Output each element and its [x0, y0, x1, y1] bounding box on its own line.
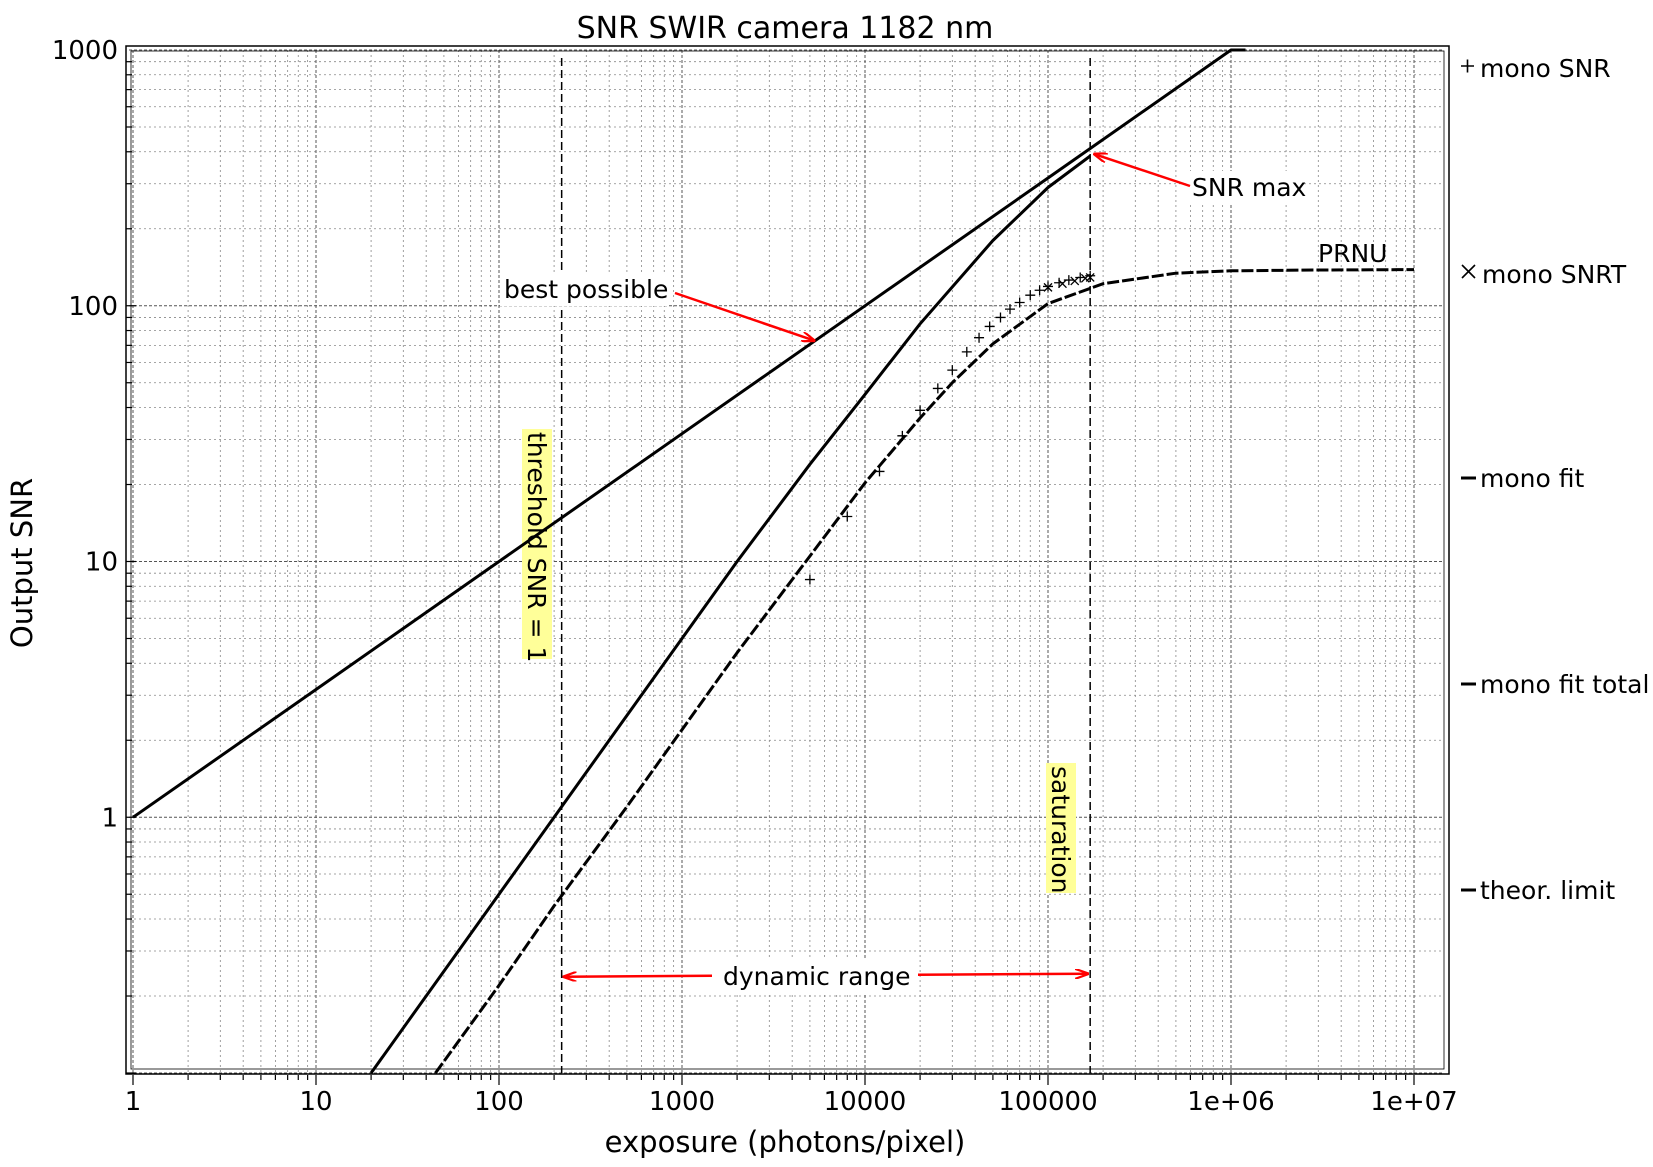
legend-item-mono-fit-total: mono fit total — [1461, 670, 1649, 699]
plus-marker — [961, 346, 972, 357]
plot-frame — [125, 45, 1450, 1075]
x-axis-title: exposure (photons/pixel) — [605, 1125, 966, 1159]
plus-marker — [1085, 270, 1096, 281]
x-tick-labels: 1 10 100 1000 10000 100000 1e+06 1e+07 — [125, 1087, 1458, 1117]
legend-item-mono-snrt: mono SNRT — [1461, 260, 1627, 289]
x-marker — [1058, 279, 1067, 289]
legend-label-mono-snr: mono SNR — [1480, 54, 1611, 83]
threshold-label: threshold SNR = 1 — [522, 432, 551, 662]
y-axis-title: Output SNR — [5, 478, 39, 648]
x-tick-label: 100000 — [998, 1087, 1097, 1117]
chart-title: SNR SWIR camera 1182 nm — [577, 11, 994, 46]
plot-frame-inner — [130, 50, 1445, 1070]
x-tick-label: 1000 — [649, 1087, 715, 1117]
dynamic-range-label: dynamic range — [723, 962, 911, 991]
snr-max-bg — [1188, 171, 1304, 205]
x-tick-label: 10000 — [824, 1087, 907, 1117]
x-tick-label: 10 — [299, 1087, 332, 1117]
y-tick-label: 1 — [101, 803, 118, 833]
x-tick-label: 1 — [125, 1087, 142, 1117]
plus-marker — [974, 332, 985, 343]
plus-marker — [1075, 272, 1086, 283]
axis-ticks — [126, 61, 1415, 1085]
threshold-label-highlight — [522, 429, 552, 659]
x-tick-label: 100 — [474, 1087, 524, 1117]
x-marker — [1043, 282, 1053, 292]
plus-marker — [1005, 304, 1016, 315]
series-lines — [132, 48, 1415, 1074]
best-possible-arrow — [674, 291, 815, 341]
plus-marker — [947, 365, 958, 376]
x-marker — [1070, 276, 1080, 286]
prnu-label: PRNU — [1318, 239, 1387, 268]
x-tick-label: 1e+07 — [1370, 1087, 1457, 1117]
plus-marker — [874, 466, 885, 477]
plus-marker-icon — [1461, 59, 1474, 73]
plus-marker — [984, 321, 995, 332]
legend-label-mono-fit-total: mono fit total — [1480, 670, 1649, 699]
legend-item-theor-limit: theor. limit — [1461, 876, 1615, 905]
legend-item-mono-fit: mono fit — [1461, 464, 1584, 493]
plus-marker — [1034, 285, 1045, 296]
legend: mono SNR mono SNRT mono fit mono fit tot… — [1461, 54, 1649, 905]
dynamic-range-bg — [718, 960, 913, 994]
series-line — [132, 48, 1246, 819]
best-possible-bg — [500, 272, 668, 306]
saturation-label: saturation — [1046, 766, 1075, 893]
y-tick-labels: 1000 100 10 1 — [52, 36, 118, 833]
plus-marker — [915, 405, 926, 416]
plus-marker — [995, 312, 1006, 323]
plus-marker — [842, 511, 853, 522]
plus-marker — [1014, 297, 1025, 308]
series-markers — [804, 270, 1096, 585]
best-possible-label: best possible — [504, 275, 668, 304]
vertical-line-labels: threshold SNR = 1 saturation — [522, 432, 1075, 893]
plus-marker — [897, 430, 908, 441]
x-tick-label: 1e+06 — [1187, 1087, 1274, 1117]
x-marker-icon — [1461, 264, 1476, 279]
y-tick-label: 10 — [85, 548, 118, 578]
annotations: best possible SNR max PRNU dynamic range — [500, 154, 1387, 994]
dynamic-range-arrow-right — [917, 974, 1088, 975]
plus-marker — [1043, 281, 1053, 292]
plus-marker — [1025, 290, 1036, 301]
y-tick-label: 1000 — [52, 36, 118, 66]
saturation-label-highlight — [1046, 763, 1076, 893]
plus-marker — [932, 383, 943, 394]
legend-label-mono-snrt: mono SNRT — [1482, 260, 1627, 289]
highlight-boxes — [522, 429, 1076, 893]
dynamic-range-arrow-left — [564, 976, 713, 977]
snr-max-label: SNR max — [1192, 173, 1306, 202]
snr-max-arrow — [1094, 154, 1191, 188]
vertical-lines — [560, 58, 1091, 1073]
legend-label-mono-fit: mono fit — [1480, 464, 1584, 493]
y-tick-label: 100 — [68, 292, 118, 322]
series-line — [369, 154, 1092, 1074]
x-marker — [1085, 273, 1095, 282]
plus-marker — [804, 574, 815, 585]
series-line — [434, 268, 1415, 1074]
legend-item-mono-snr: mono SNR — [1461, 54, 1611, 83]
legend-label-theor-limit: theor. limit — [1480, 876, 1615, 905]
